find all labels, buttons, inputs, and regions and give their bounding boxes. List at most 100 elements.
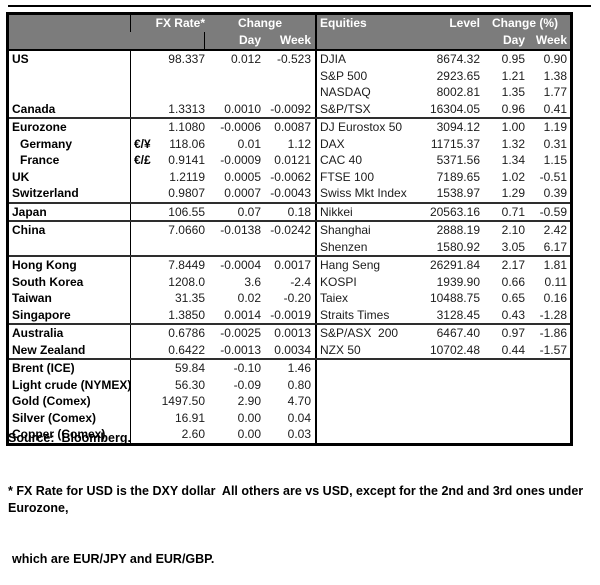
fx-week-change: -0.0019 bbox=[270, 307, 311, 322]
equity-row-group: DJ Eurostox 50 3094.12 1.00 1.19 bbox=[315, 119, 570, 136]
fx-row-group bbox=[9, 238, 315, 256]
fx-rate-value: 7.0660 bbox=[168, 223, 205, 237]
fx-week-change: 4.70 bbox=[287, 394, 311, 408]
fx-row-group: Copper (Comex) 2.60 0.00 0.03 bbox=[9, 426, 315, 443]
equity-day-change: 0.96 bbox=[501, 101, 525, 116]
fx-row-group: Hong Kong 7.8449 -0.0004 0.0017 bbox=[9, 257, 315, 274]
equities-header-group: Equities Level Change (%) bbox=[315, 15, 570, 32]
equity-day-change bbox=[480, 377, 525, 394]
fx-row-group: Eurozone 1.1080 -0.0006 0.0087 bbox=[9, 119, 315, 136]
fx-change-header: Change bbox=[237, 16, 282, 30]
fx-country-name: Light crude (NYMEX) bbox=[9, 376, 131, 393]
footnote-line-2: which are EUR/JPY and EUR/GBP. bbox=[12, 552, 215, 566]
fx-rate-header: FX Rate* bbox=[155, 16, 205, 30]
fx-rate-value: 56.30 bbox=[174, 377, 205, 392]
fx-pair-label bbox=[131, 239, 155, 256]
fx-rate-value: 59.84 bbox=[174, 361, 205, 375]
fx-day-change bbox=[205, 239, 261, 256]
fx-day-change: 0.01 bbox=[237, 136, 261, 151]
fx-country-name bbox=[9, 67, 131, 84]
equity-level: 1538.97 bbox=[436, 186, 480, 200]
header-empty-cell bbox=[9, 15, 131, 32]
equities-level-header: Level bbox=[449, 16, 480, 30]
header-row-2: Day Week Day Week bbox=[9, 32, 570, 49]
fx-day-change: -0.0013 bbox=[220, 342, 261, 357]
equity-day-change: 0.95 bbox=[501, 52, 525, 66]
equity-row-group: Straits Times 3128.45 0.43 -1.28 bbox=[315, 306, 570, 323]
equity-week-change: 0.41 bbox=[543, 101, 567, 116]
fx-day-change: 0.0007 bbox=[224, 186, 261, 200]
fx-week-change bbox=[261, 239, 313, 256]
fx-row-group: Canada 1.3313 0.0010 -0.0092 bbox=[9, 100, 315, 117]
equity-week-change: 6.17 bbox=[543, 239, 567, 254]
equity-week-change: -0.51 bbox=[539, 169, 567, 184]
fx-country-name: Switzerland bbox=[9, 185, 131, 202]
fx-rate-value: 31.35 bbox=[174, 291, 205, 305]
equity-level: 3094.12 bbox=[436, 120, 480, 134]
fx-country-name: Australia bbox=[9, 325, 131, 342]
fx-week-change: 0.0013 bbox=[274, 326, 311, 340]
equity-level: 8002.81 bbox=[436, 85, 480, 99]
equities-day-header: Day bbox=[502, 33, 525, 47]
equity-level: 7189.65 bbox=[436, 169, 480, 184]
fx-row-group: Brent (ICE) 59.84 -0.10 1.46 bbox=[9, 360, 315, 377]
equity-level bbox=[409, 426, 480, 443]
fx-row-group: Germany €/¥ 118.06 0.01 1.12 bbox=[9, 135, 315, 152]
equity-name: Swiss Mkt Index bbox=[320, 186, 407, 200]
equity-name bbox=[317, 360, 409, 377]
table-row: Silver (Comex) 16.91 0.00 0.04 bbox=[9, 409, 570, 426]
equity-row-group: Shenzen 1580.92 3.05 6.17 bbox=[315, 238, 570, 255]
fx-day-change bbox=[205, 68, 261, 85]
equity-name bbox=[317, 426, 409, 443]
equity-row-group: Hang Seng 26291.84 2.17 1.81 bbox=[315, 257, 570, 274]
table-row: US 98.337 0.012 -0.523 DJIA 8674.32 0.95… bbox=[9, 51, 570, 68]
fx-day-change: 0.02 bbox=[237, 291, 261, 305]
fx-row-group: Switzerland 0.9807 0.0007 -0.0043 bbox=[9, 185, 315, 202]
equities-subheader-group: Day Week bbox=[315, 32, 570, 49]
equity-row-group: Shanghai 2888.19 2.10 2.42 bbox=[315, 222, 570, 239]
fx-day-change: -0.09 bbox=[233, 377, 261, 392]
fx-row-group bbox=[9, 84, 315, 101]
fx-day-change: -0.0138 bbox=[220, 223, 261, 237]
equity-week-change: 1.38 bbox=[543, 68, 567, 83]
fx-header-group: FX Rate* Change bbox=[9, 15, 315, 32]
table-row: Brent (ICE) 59.84 -0.10 1.46 bbox=[9, 358, 570, 377]
equity-day-change: 1.35 bbox=[501, 85, 525, 99]
equity-level: 5371.56 bbox=[436, 153, 480, 167]
table-row: Shenzen 1580.92 3.05 6.17 bbox=[9, 238, 570, 256]
table-row: Copper (Comex) 2.60 0.00 0.03 bbox=[9, 426, 570, 443]
equity-day-change: 3.05 bbox=[501, 239, 525, 254]
fx-row-group: Silver (Comex) 16.91 0.00 0.04 bbox=[9, 409, 315, 426]
equity-row-group: DJIA 8674.32 0.95 0.90 bbox=[315, 51, 570, 68]
fx-rate-value: 0.9141 bbox=[168, 153, 205, 167]
equity-day-change: 0.65 bbox=[501, 291, 525, 305]
equity-day-change: 0.66 bbox=[501, 274, 525, 289]
fx-pair-label bbox=[131, 342, 155, 359]
fx-week-change: 0.04 bbox=[287, 410, 311, 425]
equity-week-change: 0.16 bbox=[543, 291, 567, 305]
equity-level: 20563.16 bbox=[429, 204, 480, 219]
equity-level: 11715.37 bbox=[430, 136, 480, 151]
fx-country-name: Eurozone bbox=[9, 119, 131, 136]
fx-week-change: -0.0242 bbox=[270, 223, 311, 237]
fx-pair-label bbox=[131, 185, 155, 202]
equity-week-change: -1.86 bbox=[539, 326, 567, 340]
equity-name: S&P/TSX bbox=[320, 101, 371, 116]
fx-rate-value: 0.6422 bbox=[168, 342, 205, 357]
fx-day-change: 2.90 bbox=[237, 394, 261, 408]
equity-week-change: 2.42 bbox=[543, 223, 567, 237]
fx-footnote: * FX Rate for USD is the DXY dollar All … bbox=[8, 449, 596, 585]
equity-row-group: NZX 50 10702.48 0.44 -1.57 bbox=[315, 341, 570, 358]
table-row: New Zealand 0.6422 -0.0013 0.0034 NZX 50… bbox=[9, 341, 570, 359]
equity-row-group: S&P/TSX 16304.05 0.96 0.41 bbox=[315, 100, 570, 117]
equity-row-group: CAC 40 5371.56 1.34 1.15 bbox=[315, 152, 570, 169]
footnote-line-1: * FX Rate for USD is the DXY dollar All … bbox=[8, 484, 587, 515]
equity-day-change: 0.97 bbox=[501, 326, 525, 340]
fx-pair-label bbox=[131, 290, 155, 307]
fx-day-header: Day bbox=[238, 33, 261, 47]
fx-rate-value: 1.1080 bbox=[168, 120, 205, 134]
fx-row-group: Singapore 1.3850 0.0014 -0.0019 bbox=[9, 306, 315, 323]
fx-pair-label bbox=[131, 119, 155, 136]
fx-pair-label: €/£ bbox=[134, 153, 151, 167]
fx-day-change: 0.07 bbox=[237, 204, 261, 219]
